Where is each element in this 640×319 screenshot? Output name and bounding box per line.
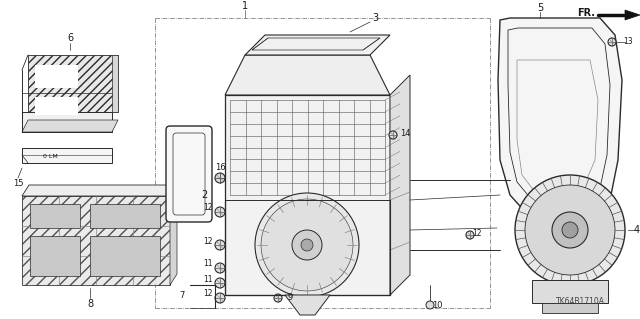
Circle shape: [562, 222, 578, 238]
Text: 11: 11: [204, 276, 213, 285]
Polygon shape: [35, 97, 78, 115]
Text: 16: 16: [214, 164, 225, 173]
FancyBboxPatch shape: [166, 126, 212, 222]
Polygon shape: [22, 185, 177, 196]
Circle shape: [515, 175, 625, 285]
Polygon shape: [28, 55, 118, 112]
Circle shape: [608, 38, 616, 46]
Circle shape: [215, 173, 225, 183]
Circle shape: [255, 193, 359, 297]
Polygon shape: [225, 55, 390, 95]
Polygon shape: [245, 35, 390, 55]
Polygon shape: [542, 303, 598, 313]
Polygon shape: [112, 55, 118, 112]
Circle shape: [215, 240, 225, 250]
Text: 0 LM: 0 LM: [43, 153, 58, 159]
Polygon shape: [22, 148, 112, 163]
Circle shape: [274, 294, 282, 302]
Polygon shape: [285, 295, 330, 315]
Circle shape: [426, 301, 434, 309]
Text: 15: 15: [13, 180, 23, 189]
Text: 12: 12: [204, 236, 213, 246]
Polygon shape: [625, 10, 640, 20]
Text: 12: 12: [472, 228, 482, 238]
Text: 4: 4: [634, 225, 640, 235]
Text: 8: 8: [87, 299, 93, 309]
Polygon shape: [170, 185, 177, 285]
Text: 2: 2: [201, 190, 207, 200]
Circle shape: [525, 185, 615, 275]
Circle shape: [215, 293, 225, 303]
Text: 13: 13: [623, 38, 633, 47]
Polygon shape: [225, 95, 390, 295]
Polygon shape: [22, 120, 118, 132]
Polygon shape: [90, 236, 160, 276]
Circle shape: [292, 230, 322, 260]
Circle shape: [215, 207, 225, 217]
Text: 10: 10: [432, 300, 442, 309]
Circle shape: [389, 131, 397, 139]
Text: 3: 3: [372, 13, 378, 23]
Text: 5: 5: [537, 3, 543, 13]
Text: 14: 14: [400, 129, 410, 137]
Text: 6: 6: [67, 33, 73, 43]
Text: 9: 9: [287, 293, 292, 302]
Text: 12: 12: [204, 290, 213, 299]
Circle shape: [215, 263, 225, 273]
Polygon shape: [22, 112, 112, 132]
Text: 7: 7: [180, 291, 185, 300]
Polygon shape: [35, 65, 78, 88]
Circle shape: [301, 239, 313, 251]
Polygon shape: [532, 280, 608, 303]
Circle shape: [215, 278, 225, 288]
Text: 12: 12: [204, 204, 213, 212]
Text: FR.: FR.: [577, 8, 595, 18]
Circle shape: [466, 231, 474, 239]
Circle shape: [261, 199, 353, 291]
Text: TK64B1710A: TK64B1710A: [556, 298, 605, 307]
Text: 1: 1: [242, 1, 248, 11]
Polygon shape: [30, 236, 80, 276]
Text: 11: 11: [204, 259, 213, 269]
Circle shape: [552, 212, 588, 248]
Polygon shape: [90, 204, 160, 228]
Polygon shape: [30, 204, 80, 228]
Polygon shape: [22, 196, 170, 285]
Polygon shape: [390, 75, 410, 295]
Polygon shape: [498, 18, 622, 225]
